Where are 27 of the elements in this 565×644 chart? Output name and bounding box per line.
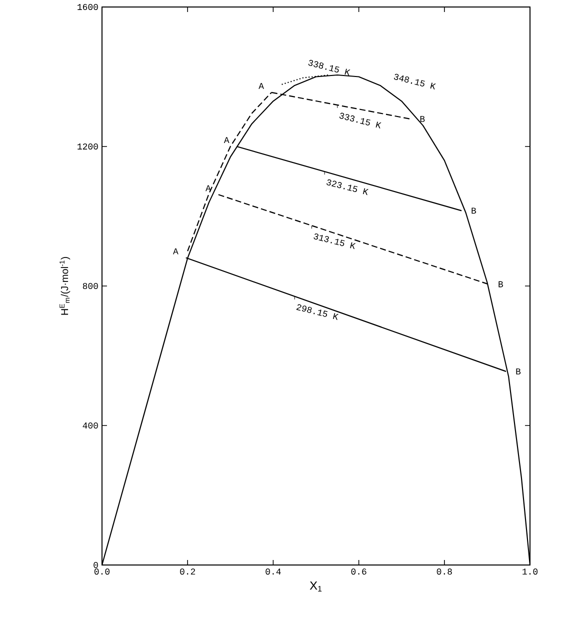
x-tick-label: 0.2 bbox=[180, 568, 196, 575]
annotation: 338.15 K bbox=[308, 60, 350, 76]
y-tick-label: 800 bbox=[82, 282, 98, 290]
y-tick-label: 0 bbox=[94, 562, 98, 568]
y-tick-label: 1200 bbox=[78, 143, 98, 150]
annotation: A bbox=[224, 137, 230, 143]
annotation: B bbox=[420, 116, 425, 122]
annotation: A bbox=[173, 248, 178, 254]
annotation: 348.15 K bbox=[394, 74, 436, 90]
x-tick-label: 1.0 bbox=[522, 568, 538, 575]
annotation: 323.15 K bbox=[326, 179, 369, 196]
annotation: B bbox=[498, 281, 504, 288]
x-tick-label: 0.6 bbox=[351, 568, 366, 575]
annotation: B bbox=[472, 208, 476, 214]
y-tick-label: 400 bbox=[82, 422, 98, 429]
y-tick-label: 1600 bbox=[78, 4, 98, 10]
x-tick-label: 0.4 bbox=[266, 568, 281, 575]
annotation: 333.15 K bbox=[339, 112, 382, 128]
annotation: 298.15 K bbox=[296, 304, 339, 320]
y-axis-title: H$^{E}$$_{m}$/(J·mol$^{-1}$) bbox=[60, 257, 70, 315]
annotation: A bbox=[206, 185, 211, 192]
x-tick-label: 0.8 bbox=[436, 568, 452, 575]
x-tick-label: 0.0 bbox=[94, 568, 110, 575]
annotation: A bbox=[258, 83, 264, 89]
x-axis-title: X$_{1}$ bbox=[310, 581, 322, 592]
annotation: 313.15 K bbox=[314, 233, 356, 250]
annotation: B bbox=[516, 368, 521, 374]
